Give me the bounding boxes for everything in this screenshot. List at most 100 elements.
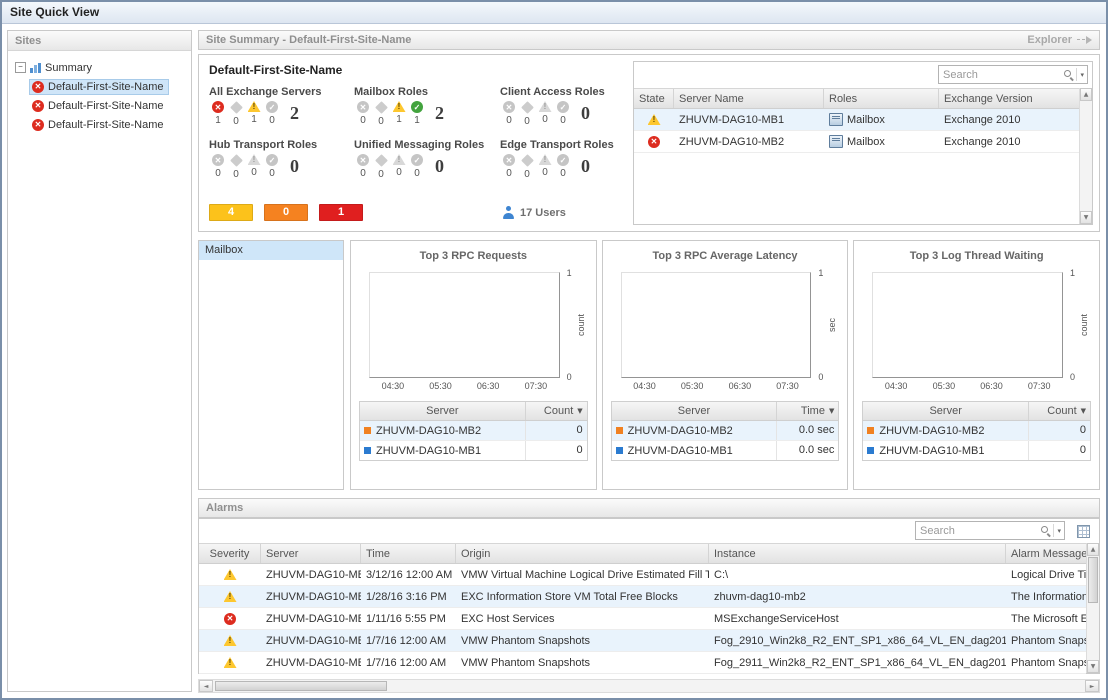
servers-search-input[interactable]: [939, 68, 1062, 81]
critical-status-icon: [229, 101, 243, 114]
servers-table-vertical-scrollbar[interactable]: ▲ ▼: [1079, 88, 1092, 224]
server-cell: ZHUVM-DAG10-MB2: [266, 656, 361, 669]
exchange-version-cell: Exchange 2010: [944, 135, 1021, 148]
column-header-server[interactable]: Server: [929, 405, 962, 417]
search-options-caret-icon[interactable]: ▾: [1057, 526, 1061, 535]
scroll-right-icon[interactable]: ►: [1085, 680, 1099, 692]
table-row[interactable]: ZHUVM-DAG10-MB1 0.0 sec: [612, 441, 839, 460]
fatal-count: 1: [215, 115, 221, 126]
scrollbar-thumb[interactable]: [215, 681, 387, 691]
table-row[interactable]: ZHUVM-DAG10-MB2 0.0 sec: [611, 421, 839, 441]
critical-status-icon: [520, 154, 534, 167]
warning-count: 0: [542, 167, 548, 178]
origin-cell: EXC Information Store VM Total Free Bloc…: [461, 590, 678, 603]
role-group-total: 2: [435, 103, 444, 123]
table-row[interactable]: ZHUVM-DAG10-MB2 0: [863, 421, 1091, 441]
table-row[interactable]: ZHUVM-DAG10-MB1 0: [863, 441, 1090, 460]
search-icon[interactable]: [1062, 68, 1075, 81]
column-header-instance[interactable]: Instance: [709, 544, 1006, 563]
role-group-total: 2: [290, 103, 299, 123]
sites-tree: − Summary Default-First-Site-Name Defaul…: [8, 51, 191, 141]
alarm-row[interactable]: ZHUVM-DAG10-MB2 1/11/16 5:55 PM EXC Host…: [199, 608, 1086, 630]
scroll-up-icon[interactable]: ▲: [1080, 88, 1092, 101]
column-header-time[interactable]: Time ▼: [776, 402, 838, 420]
sidebar-item-site-1[interactable]: Default-First-Site-Name: [12, 77, 187, 96]
column-header-roles[interactable]: Roles: [824, 89, 939, 108]
column-header-origin[interactable]: Origin: [456, 544, 709, 563]
fatal-count: 0: [506, 115, 512, 126]
x-tick: 07:30: [776, 381, 799, 391]
critical-count: 0: [524, 169, 530, 180]
critical-status-icon: [374, 101, 388, 114]
series-marker-icon: [867, 427, 875, 434]
summary-chart-icon: [30, 62, 41, 73]
alarm-message-cell: Phantom Snapsh: [1011, 656, 1086, 669]
value-cell: 0: [524, 441, 587, 460]
column-header-state[interactable]: State: [634, 89, 674, 108]
x-tick: 06:30: [476, 381, 500, 391]
column-header-severity[interactable]: Severity: [199, 544, 261, 563]
alarm-row[interactable]: ZHUVM-DAG10-MB1 1/7/16 12:00 AM VMW Phan…: [199, 630, 1086, 652]
column-header-server[interactable]: Server: [261, 544, 361, 563]
column-header-time[interactable]: Time: [361, 544, 456, 563]
table-row[interactable]: ZHUVM-DAG10-MB2 0: [360, 421, 587, 441]
column-header-server-name[interactable]: Server Name: [674, 89, 824, 108]
scrollbar-thumb[interactable]: [1088, 557, 1098, 603]
role-selector-list: Mailbox: [198, 240, 344, 490]
normal-count: 0: [414, 168, 420, 179]
server-name-cell: ZHUVM-DAG10-MB2: [627, 424, 733, 437]
scroll-up-icon[interactable]: ▲: [1087, 543, 1099, 556]
column-header-alarm-message[interactable]: Alarm Message: [1011, 547, 1086, 560]
column-header-count[interactable]: Count ▼: [1028, 402, 1090, 420]
instance-cell: Fog_2910_Win2k8_R2_ENT_SP1_x86_64_VL_EN_…: [714, 634, 1006, 647]
time-cell: 1/7/16 12:00 AM: [366, 656, 447, 669]
explorer-link[interactable]: Explorer: [1027, 31, 1092, 49]
series-marker-icon: [615, 427, 623, 434]
sidebar-item-summary[interactable]: − Summary: [12, 58, 187, 77]
fatal-alarm-count-badge[interactable]: 1: [319, 204, 363, 221]
table-row[interactable]: ZHUVM-DAG10-MB1 0: [360, 441, 587, 460]
critical-count: 0: [524, 116, 530, 127]
column-header-exchange-version[interactable]: Exchange Version: [944, 92, 1033, 105]
scroll-down-icon[interactable]: ▼: [1080, 211, 1092, 224]
alarms-vertical-scrollbar[interactable]: ▲ ▼: [1086, 543, 1099, 673]
warning-alarm-count-badge[interactable]: 4: [209, 204, 253, 221]
search-options-caret-icon[interactable]: ▾: [1080, 70, 1084, 79]
scroll-down-icon[interactable]: ▼: [1087, 660, 1099, 673]
fatal-status-icon: [503, 154, 515, 166]
sidebar-item-site-2[interactable]: Default-First-Site-Name: [12, 96, 187, 115]
x-tick: 04:30: [381, 381, 405, 391]
column-header-count[interactable]: Count ▼: [524, 402, 587, 420]
sidebar-item-site-3[interactable]: Default-First-Site-Name: [12, 115, 187, 134]
server-row[interactable]: ZHUVM-DAG10-MB2 Mailbox Exchange 2010: [634, 131, 1079, 153]
role-summary-area: Default-First-Site-Name All Exchange Ser…: [209, 63, 629, 223]
critical-alarm-count-badge[interactable]: 0: [264, 204, 308, 221]
critical-count: 0: [378, 169, 384, 180]
column-header-server[interactable]: Server: [426, 405, 459, 417]
alarm-row[interactable]: ZHUVM-DAG10-MB2 1/28/16 3:16 PM EXC Info…: [199, 586, 1086, 608]
server-row[interactable]: ZHUVM-DAG10-MB1 Mailbox Exchange 2010: [634, 109, 1079, 131]
y-axis-min-label: 0: [818, 372, 824, 382]
role-cell: Mailbox: [847, 135, 885, 148]
tree-expander-icon[interactable]: −: [15, 62, 26, 73]
critical-count: 0: [233, 116, 239, 127]
warning-status-icon: [223, 635, 237, 646]
alarm-row[interactable]: ZHUVM-DAG10-MB1 3/12/16 12:00 AM VMW Vir…: [199, 564, 1086, 586]
alarm-row[interactable]: ZHUVM-DAG10-MB2 1/7/16 12:00 AM VMW Phan…: [199, 652, 1086, 674]
chart-plot-area: 1 0 count: [369, 268, 586, 382]
column-header-server[interactable]: Server: [677, 405, 711, 417]
fatal-status-icon: [32, 80, 44, 93]
fatal-status-icon: [357, 101, 369, 113]
role-group-total: 0: [435, 156, 444, 176]
alarms-search-input[interactable]: [916, 524, 1039, 537]
content-horizontal-scrollbar[interactable]: ◄ ►: [198, 679, 1100, 693]
chart-title: Top 3 RPC Average Latency: [652, 250, 798, 262]
role-group-label: Hub Transport Roles: [209, 139, 318, 151]
table-customizer-icon[interactable]: [1077, 525, 1090, 538]
x-tick: 05:30: [429, 381, 452, 391]
scroll-left-icon[interactable]: ◄: [199, 680, 213, 692]
main-header: Site Summary - Default-First-Site-Name E…: [198, 30, 1100, 50]
list-item-mailbox[interactable]: Mailbox: [199, 241, 343, 260]
search-icon[interactable]: [1039, 524, 1052, 537]
page-title: Site Quick View: [2, 2, 1106, 24]
